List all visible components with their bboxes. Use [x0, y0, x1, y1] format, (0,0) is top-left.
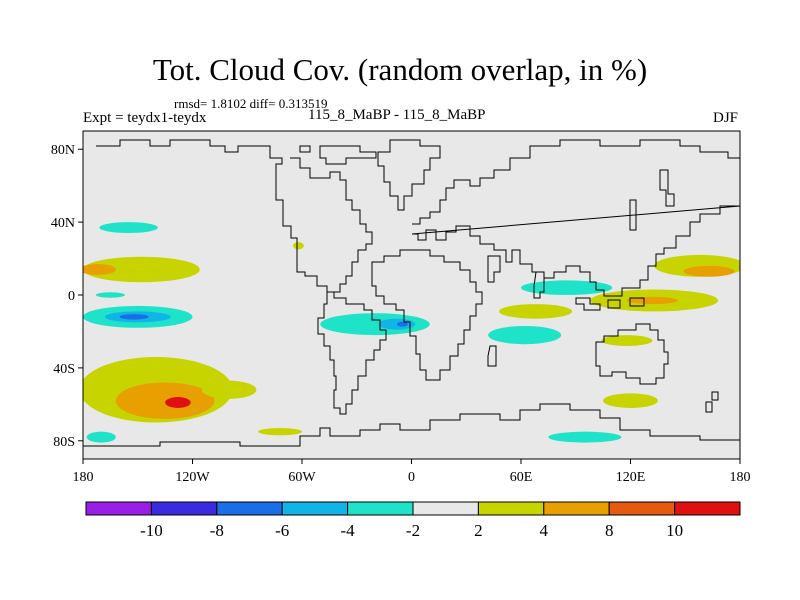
anomaly-region — [119, 314, 149, 320]
colorbar-label: 4 — [540, 521, 549, 540]
lon-tick-label: 0 — [408, 470, 415, 485]
colorbar-swatch — [477, 501, 545, 516]
coastline-eurasia — [411, 139, 740, 297]
lat-tick-label: 0 — [68, 289, 75, 304]
colorbar-swatch — [608, 501, 676, 516]
lat-tick-label: 40N — [51, 216, 75, 231]
anomaly-region — [95, 292, 125, 298]
coastline-new-zealand — [705, 391, 719, 413]
anomaly-region — [83, 264, 116, 275]
coastline-greenland — [377, 139, 441, 211]
stats-label: rmsd= 1.8102 diff= 0.313519 — [174, 96, 328, 111]
anomaly-region — [258, 428, 302, 436]
lon-tick-label: 120E — [616, 470, 646, 485]
colorbar-swatch — [543, 501, 610, 516]
anomaly-region — [488, 325, 562, 345]
colorbar-label: -10 — [140, 521, 163, 540]
lon-tick-label: 60W — [288, 470, 316, 485]
colorbar: -10 -8 -6 -4 -2 2 4 8 10 — [85, 501, 741, 540]
coastline-kamchatka — [629, 169, 675, 231]
lat-tick-label: 80S — [53, 435, 75, 450]
coastline-arctic-islands — [299, 145, 377, 165]
anomaly-region — [603, 393, 658, 408]
anomaly-region — [201, 380, 257, 399]
anomaly-region — [378, 318, 416, 330]
lon-tick-label: 180 — [730, 470, 751, 485]
colorbar-label: -4 — [341, 521, 356, 540]
experiments-label: 115_8_MaBP - 115_8_MaBP — [308, 107, 486, 123]
coastline-antarctica — [83, 403, 740, 447]
anomaly-region — [683, 265, 735, 277]
expt-label: Expt = teydx1-teydx — [83, 110, 207, 126]
coastline-australia — [595, 323, 669, 385]
anomaly-region — [86, 431, 116, 443]
colorbar-label: -2 — [406, 521, 420, 540]
lat-tick-label: 80N — [51, 143, 75, 158]
colorbar-label: -6 — [275, 521, 289, 540]
lon-tick-label: 120W — [175, 470, 210, 485]
anomaly-region — [499, 304, 573, 319]
axis-ticks: 180 120W 60W 0 60E 120E 180 80N 40N 0 40S 80S — [51, 143, 751, 485]
anomaly-region — [292, 242, 304, 250]
coastline-layer — [83, 139, 740, 447]
anomaly-region — [83, 256, 200, 283]
anomaly-region — [396, 321, 408, 327]
colorbar-swatch — [85, 501, 152, 516]
anomaly-region — [99, 222, 158, 234]
colorbar-swatch — [347, 501, 414, 516]
colorbar-swatch — [674, 501, 741, 516]
coastline-north-america — [96, 139, 373, 293]
lat-tick-label: 40S — [53, 362, 75, 377]
coastline-indonesia — [575, 297, 645, 311]
colorbar-label: -8 — [210, 521, 224, 540]
lon-tick-label: 180 — [73, 470, 94, 485]
anomaly-region — [626, 296, 678, 305]
season-label: DJF — [712, 110, 738, 126]
colorbar-swatch — [412, 501, 479, 516]
coastline-south-america — [317, 291, 387, 415]
colorbar-label: 10 — [666, 521, 683, 540]
colorbar-label: 2 — [474, 521, 483, 540]
anomaly-region — [165, 397, 191, 408]
coastline-madagascar — [487, 345, 497, 367]
anomaly-region — [548, 431, 622, 443]
anomaly-region — [601, 335, 653, 347]
coastline-india — [487, 255, 545, 299]
map-title: Tot. Cloud Cov. (random overlap, in %) — [152, 52, 648, 87]
colorbar-swatch — [216, 501, 283, 516]
lon-tick-label: 60E — [510, 470, 533, 485]
colorbar-swatch — [150, 501, 218, 516]
coastline-africa — [371, 249, 483, 381]
anomaly-region — [115, 382, 215, 419]
colorbar-label: 8 — [605, 521, 614, 540]
colorbar-swatch — [281, 501, 349, 516]
anomaly-region — [320, 313, 430, 336]
